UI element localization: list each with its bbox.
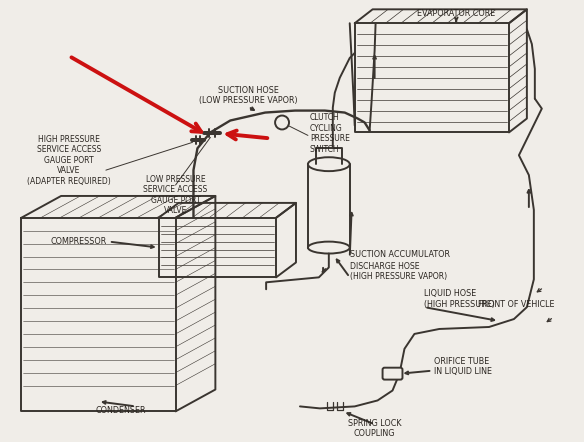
- Text: DISCHARGE HOSE
(HIGH PRESSURE VAPOR): DISCHARGE HOSE (HIGH PRESSURE VAPOR): [350, 262, 447, 281]
- Text: COMPRESSOR: COMPRESSOR: [51, 237, 107, 246]
- FancyBboxPatch shape: [383, 368, 402, 380]
- Text: CONDENSER: CONDENSER: [96, 406, 147, 415]
- Ellipse shape: [308, 157, 350, 171]
- Text: ORIFICE TUBE
IN LIQUID LINE: ORIFICE TUBE IN LIQUID LINE: [434, 357, 492, 377]
- Text: SUCTION ACCUMULATOR: SUCTION ACCUMULATOR: [350, 250, 450, 259]
- Ellipse shape: [308, 242, 350, 254]
- Circle shape: [275, 115, 289, 130]
- Text: HIGH PRESSURE
SERVICE ACCESS
GAUGE PORT
VALVE
(ADAPTER REQUIRED): HIGH PRESSURE SERVICE ACCESS GAUGE PORT …: [27, 135, 111, 186]
- Text: SPRING LOCK
COUPLING: SPRING LOCK COUPLING: [348, 419, 401, 438]
- Text: LOW PRESSURE
SERVICE ACCESS
GAUGE PORT
VALVE: LOW PRESSURE SERVICE ACCESS GAUGE PORT V…: [144, 175, 208, 215]
- Text: LIQUID HOSE
(HIGH PRESSURE): LIQUID HOSE (HIGH PRESSURE): [425, 290, 495, 309]
- Text: FRONT OF VEHICLE: FRONT OF VEHICLE: [478, 300, 555, 309]
- Text: EVAPORATOR CORE: EVAPORATOR CORE: [417, 9, 495, 18]
- Text: CLUTCH
CYCLING
PRESSURE
SWITCH: CLUTCH CYCLING PRESSURE SWITCH: [310, 113, 350, 153]
- Text: SUCTION HOSE
(LOW PRESSURE VAPOR): SUCTION HOSE (LOW PRESSURE VAPOR): [199, 86, 297, 105]
